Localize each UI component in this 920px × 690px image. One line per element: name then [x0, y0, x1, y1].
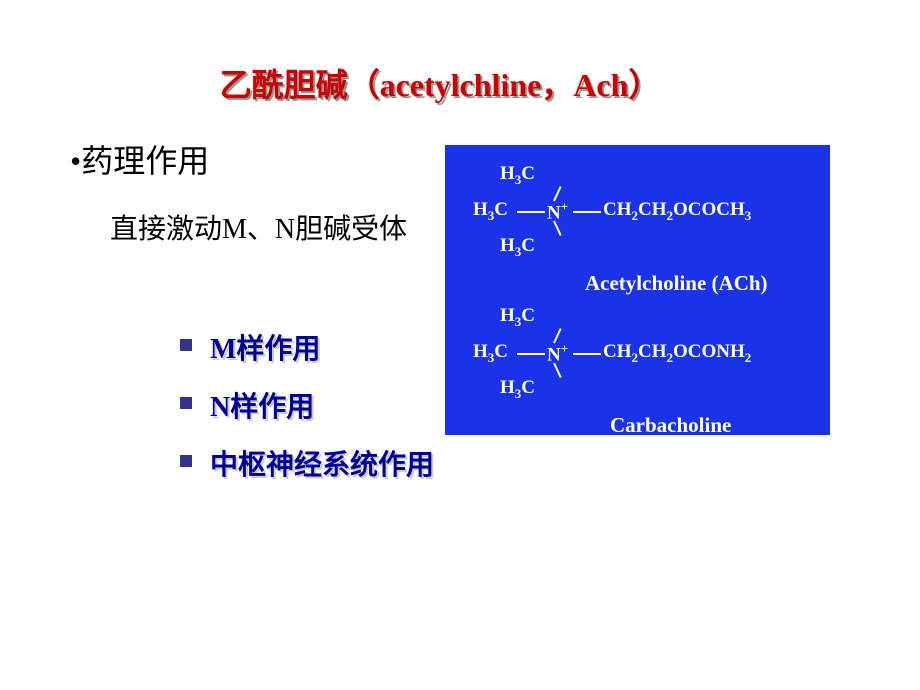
slide-title: 乙酰胆碱（acetylchline，Ach） — [10, 60, 870, 106]
bond — [517, 353, 545, 355]
bond — [573, 211, 601, 213]
methyl-group-mid: H3C — [473, 341, 508, 366]
methyl-group-bot: H3C — [500, 235, 535, 260]
carbamate-chain: CH2CH2OCONH2 — [603, 341, 751, 366]
molecule-label: Acetylcholine (ACh) — [585, 271, 768, 296]
slide-container: 乙酰胆碱（acetylchline，Ach） •药理作用 直接激动M、N胆碱受体… — [0, 0, 920, 690]
bond — [517, 211, 545, 213]
methyl-group-bot: H3C — [500, 377, 535, 402]
methyl-group-top: H3C — [500, 305, 535, 330]
methyl-group-top: H3C — [500, 163, 535, 188]
nitrogen-center: N+ — [547, 341, 568, 366]
bullet-item: 中枢神经系统作用 — [180, 443, 870, 483]
methyl-group-mid: H3C — [473, 199, 508, 224]
chemical-structure-panel: H3C H3C H3C N+ CH2CH2OCOCH3 Acetylcholin… — [445, 145, 830, 435]
bond — [573, 353, 601, 355]
molecule-label: Carbacholine — [610, 413, 731, 438]
ester-chain: CH2CH2OCOCH3 — [603, 199, 751, 224]
nitrogen-center: N+ — [547, 199, 568, 224]
